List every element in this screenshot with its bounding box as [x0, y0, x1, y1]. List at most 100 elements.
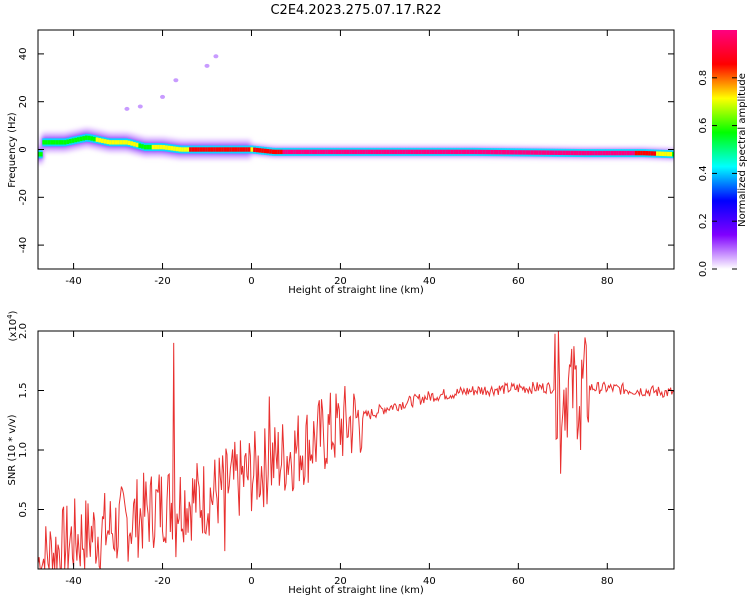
ridge-cell [74, 137, 78, 143]
ridge-cell [109, 140, 113, 145]
x-tick-label: 0 [248, 576, 254, 587]
ridge-cell [69, 138, 73, 144]
y-tick-label: 20 [18, 95, 29, 108]
ridge-cell [495, 149, 499, 155]
ridge-cell [642, 150, 646, 156]
ridge-cell [618, 150, 622, 156]
ridge-cell [653, 151, 657, 156]
ridge-cell [413, 149, 417, 155]
ridge-cell [287, 149, 291, 155]
ridge-cell [175, 146, 179, 152]
ridge-cell [242, 147, 246, 152]
ridge-cell [285, 149, 289, 155]
ridge-cell [125, 140, 129, 145]
ridge-cell [263, 148, 267, 154]
ridge-cell [111, 140, 115, 145]
colorbar: 0.0 0.2 0.4 0.6 0.8 Normalized spectral ampl… [698, 30, 748, 277]
svg-text:(x104): (x104) [6, 310, 19, 341]
ridge-cell [165, 145, 169, 150]
x-tick-label: -20 [154, 276, 170, 287]
ridge-cell [250, 147, 254, 152]
ridge-cell [490, 149, 494, 155]
ridge-cell [541, 150, 545, 155]
ridge-cell [394, 149, 398, 155]
ridge-cell [191, 147, 195, 152]
spectrogram-blob [173, 78, 179, 83]
ridge-cell [600, 150, 604, 156]
ridge-cell [186, 147, 190, 152]
colorbar-tick-label: 0.6 [698, 118, 709, 134]
ridge-cell [586, 150, 590, 156]
spectrogram-y-ticks: -40 -20 0 20 40 [18, 48, 674, 253]
ridge-cell [375, 149, 379, 155]
ridge-cell [517, 150, 521, 155]
ridge-cell [565, 150, 569, 156]
ridge-cell [349, 149, 353, 155]
ridge-cell [218, 147, 222, 152]
ridge-cell [383, 149, 387, 155]
ridge-cell [450, 149, 454, 155]
ridge-cell [554, 150, 558, 155]
ridge-cell [330, 149, 334, 155]
y-tick-label: 0.5 [18, 502, 29, 518]
y-tick-label: 40 [18, 48, 29, 61]
ridge-cell [463, 149, 467, 155]
ridge-cell [274, 149, 278, 155]
ridge-cell [205, 147, 209, 152]
ridge-cell [418, 149, 422, 155]
x-tick-label: 40 [423, 276, 436, 287]
ridge-cell [293, 149, 297, 155]
ridge-cell [98, 138, 102, 143]
spectrogram-image [38, 54, 674, 165]
ridge-cell [530, 150, 534, 155]
ridge-cell [533, 150, 537, 155]
ridge-cell [506, 150, 510, 155]
ridge-cell [183, 147, 187, 152]
ridge-cell [295, 149, 299, 155]
ridge-cell [431, 149, 435, 155]
ridge-cell [410, 149, 414, 155]
x-tick-label: 0 [248, 276, 254, 287]
ridge-cell [616, 150, 620, 156]
spectrogram-blob [137, 104, 143, 109]
ridge-cell [66, 139, 70, 144]
ridge-cell [570, 150, 574, 156]
ridge-cell [645, 151, 649, 156]
ridge-cell [245, 147, 249, 152]
ridge-cell [306, 149, 310, 155]
ridge-cell [458, 149, 462, 155]
ridge-cell [253, 147, 257, 152]
ridge-cell [202, 147, 206, 152]
ridge-cell [133, 142, 137, 147]
ridge-cell [50, 140, 54, 145]
ridge-cell [106, 139, 110, 145]
ridge-cell [629, 150, 633, 156]
ridge-cell [167, 145, 171, 151]
ridge-cell [122, 140, 126, 145]
ridge-cell [199, 147, 203, 152]
snr-y-ticks: 0.5 1.0 1.5 2.0 [18, 323, 674, 517]
spectrogram-ylabel: Frequency (Hz) [7, 112, 18, 188]
ridge-cell [552, 150, 556, 155]
ridge-cell [141, 144, 145, 149]
x-tick-label: -40 [65, 576, 81, 587]
ridge-cell [210, 147, 214, 152]
ridge-cell [626, 150, 630, 156]
ridge-cell [536, 150, 540, 155]
ridge-cell [266, 149, 270, 154]
ridge-cell [298, 149, 302, 155]
ridge-cell [103, 139, 107, 144]
ridge-cell [370, 149, 374, 155]
spectrogram-blob [160, 94, 166, 99]
ridge-cell [503, 150, 507, 155]
ridge-cell [127, 140, 131, 146]
ridge-cell [498, 149, 502, 155]
y-tick-label: 2.0 [18, 323, 29, 339]
ridge-cell [637, 150, 641, 156]
ridge-cell [135, 142, 139, 148]
ridge-cell [389, 149, 393, 155]
ridge-cell [367, 149, 371, 155]
ridge-cell [666, 151, 670, 157]
snr-panel: -40 -20 0 20 40 60 80 0.5 1.0 1.5 2.0 Height of s… [6, 310, 675, 596]
